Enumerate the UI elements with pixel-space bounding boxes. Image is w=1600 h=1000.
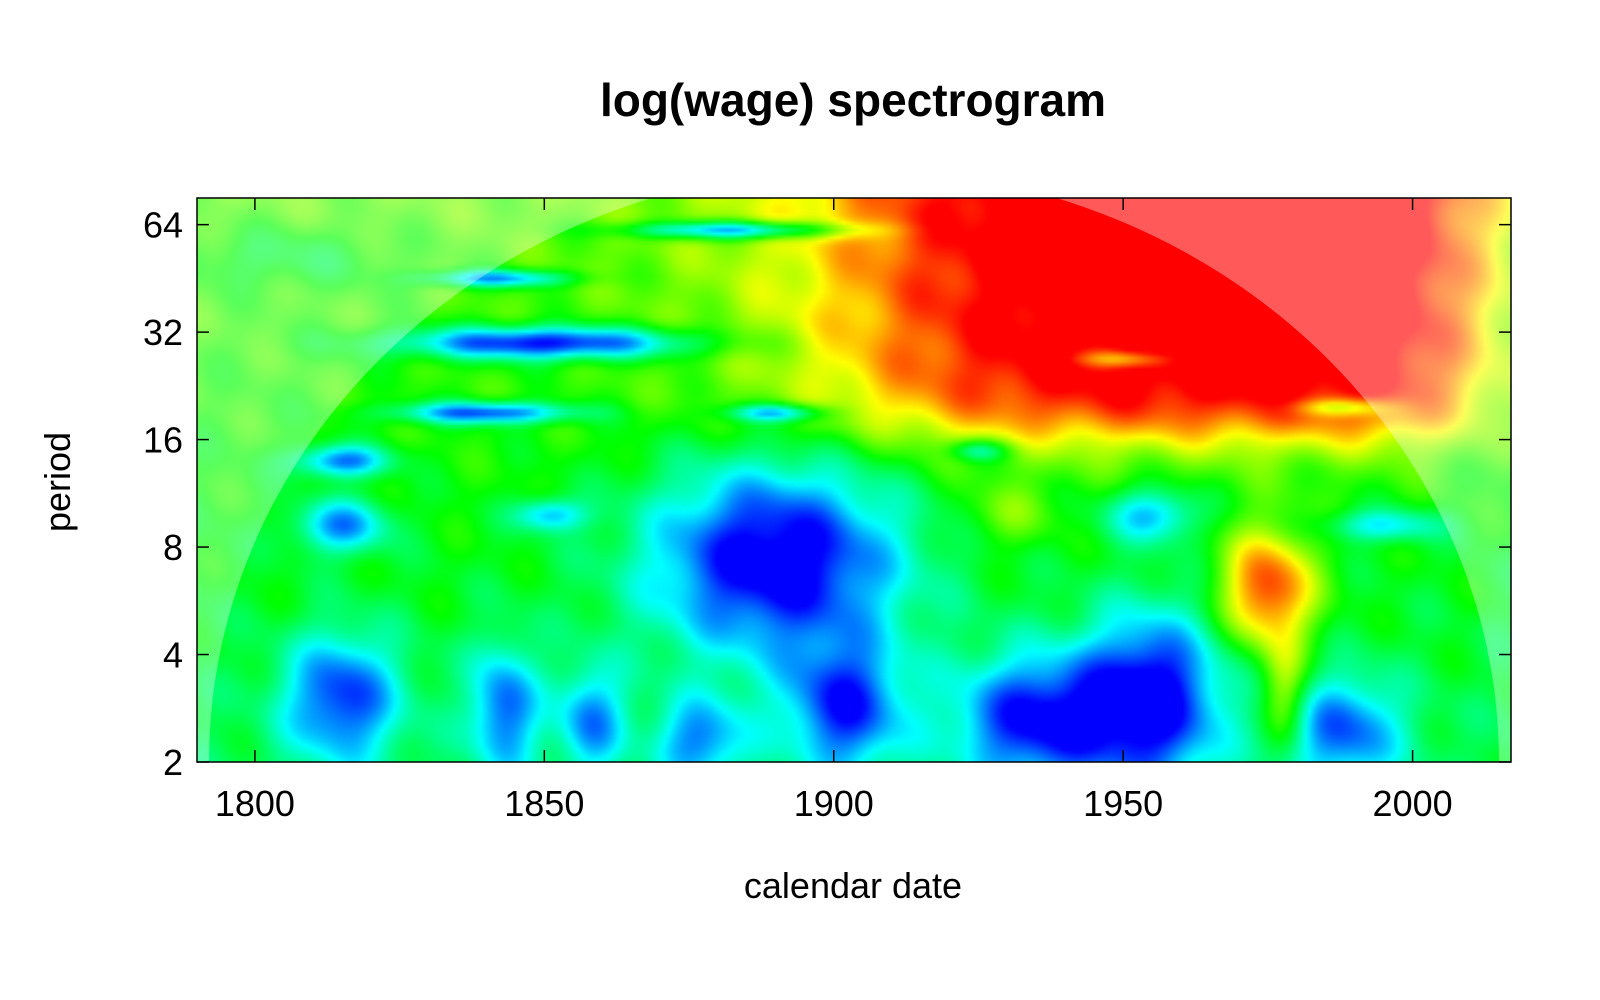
chart-title: log(wage) spectrogram [600, 74, 1106, 126]
x-tick-label: 1950 [1083, 783, 1163, 824]
plot-area [197, 198, 1511, 762]
x-tick-label: 1850 [504, 783, 584, 824]
x-axis: 1800 1850 1900 1950 2000 [215, 198, 1453, 824]
heatmap-image [197, 198, 1511, 762]
y-axis: 2 4 8 16 32 64 [143, 205, 1511, 783]
x-axis-label: calendar date [744, 865, 962, 906]
y-tick-label: 64 [143, 205, 183, 246]
x-tick-label: 2000 [1373, 783, 1453, 824]
y-tick-label: 16 [143, 420, 183, 461]
y-tick-label: 8 [163, 527, 183, 568]
y-tick-label: 2 [163, 742, 183, 783]
y-axis-label: period [37, 432, 78, 532]
x-tick-label: 1900 [794, 783, 874, 824]
plot-frame [196, 197, 1512, 763]
cone-of-influence-shade [197, 198, 1511, 762]
y-tick-label: 32 [143, 312, 183, 353]
y-tick-label: 4 [163, 635, 183, 676]
x-tick-label: 1800 [215, 783, 295, 824]
